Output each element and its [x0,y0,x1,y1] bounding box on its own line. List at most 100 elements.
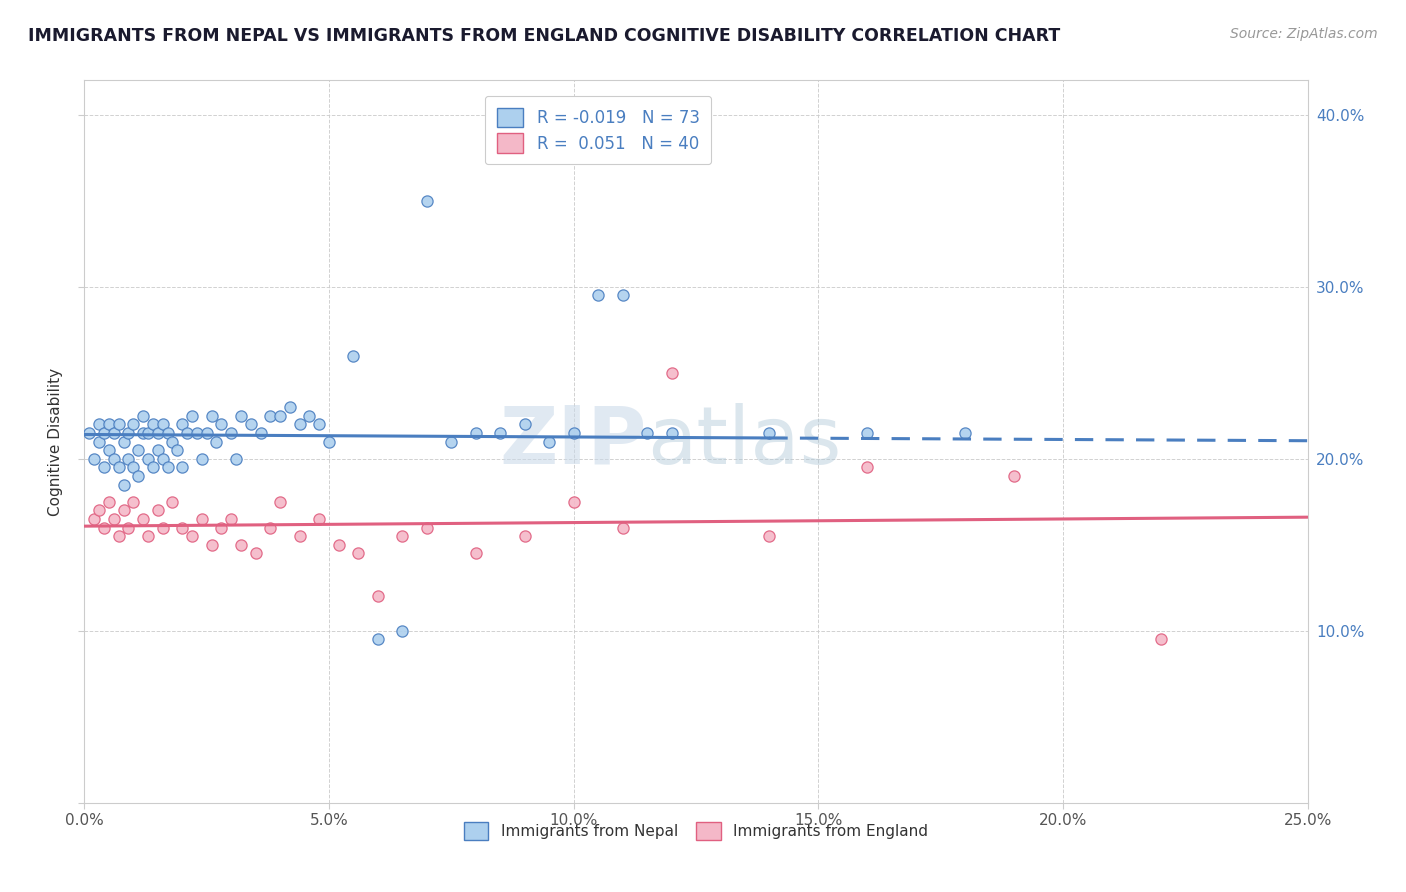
Point [225,451,247,466]
Point [308,512,330,526]
Point [416,194,439,208]
Point [347,546,370,560]
Point [856,460,879,475]
Point [269,494,291,508]
Point [758,425,780,440]
Point [758,529,780,543]
Point [328,538,350,552]
Point [191,451,214,466]
Point [269,409,291,423]
Point [288,529,311,543]
Point [513,529,536,543]
Point [259,520,281,534]
Text: IMMIGRANTS FROM NEPAL VS IMMIGRANTS FROM ENGLAND COGNITIVE DISABILITY CORRELATIO: IMMIGRANTS FROM NEPAL VS IMMIGRANTS FROM… [28,27,1060,45]
Point [172,417,194,432]
Point [122,460,145,475]
Point [195,425,218,440]
Point [107,460,129,475]
Text: atlas: atlas [647,402,841,481]
Point [122,494,145,508]
Point [856,425,879,440]
Point [103,512,125,526]
Point [191,512,214,526]
Point [1002,469,1025,483]
Point [181,529,204,543]
Point [367,590,389,604]
Point [83,451,105,466]
Point [342,349,364,363]
Point [136,529,159,543]
Point [538,434,561,449]
Point [103,451,125,466]
Point [162,494,184,508]
Point [661,366,683,380]
Point [586,288,609,302]
Point [156,425,179,440]
Point [136,425,159,440]
Point [117,451,139,466]
Point [146,425,169,440]
Point [953,425,976,440]
Point [152,451,174,466]
Point [127,469,149,483]
Point [93,520,115,534]
Point [308,417,330,432]
Point [636,425,658,440]
Point [209,417,232,432]
Point [249,425,271,440]
Point [205,434,228,449]
Point [259,409,281,423]
Point [93,425,115,440]
Point [152,417,174,432]
Point [156,460,179,475]
Point [209,520,232,534]
Point [162,434,184,449]
Point [200,409,222,423]
Point [239,417,262,432]
Point [367,632,389,647]
Point [122,417,145,432]
Point [278,400,301,414]
Point [132,409,155,423]
Point [142,460,165,475]
Point [176,425,198,440]
Point [112,434,135,449]
Point [172,520,194,534]
Point [229,538,252,552]
Point [117,425,139,440]
Point [87,503,110,517]
Point [298,409,321,423]
Point [83,512,105,526]
Point [146,503,169,517]
Point [219,512,242,526]
Point [288,417,311,432]
Point [142,417,165,432]
Point [489,425,512,440]
Point [562,425,585,440]
Point [77,425,100,440]
Point [612,288,634,302]
Y-axis label: Cognitive Disability: Cognitive Disability [48,368,63,516]
Point [97,417,120,432]
Point [219,425,242,440]
Point [181,409,204,423]
Point [200,538,222,552]
Point [117,520,139,534]
Point [97,494,120,508]
Point [391,624,413,638]
Point [416,520,439,534]
Legend: Immigrants from Nepal, Immigrants from England: Immigrants from Nepal, Immigrants from E… [458,816,934,846]
Point [464,425,486,440]
Point [132,425,155,440]
Point [172,460,194,475]
Point [562,494,585,508]
Point [661,425,683,440]
Text: Source: ZipAtlas.com: Source: ZipAtlas.com [1230,27,1378,41]
Point [186,425,208,440]
Point [146,443,169,458]
Point [245,546,267,560]
Point [103,425,125,440]
Point [440,434,463,449]
Text: ZIP: ZIP [499,402,647,481]
Point [391,529,413,543]
